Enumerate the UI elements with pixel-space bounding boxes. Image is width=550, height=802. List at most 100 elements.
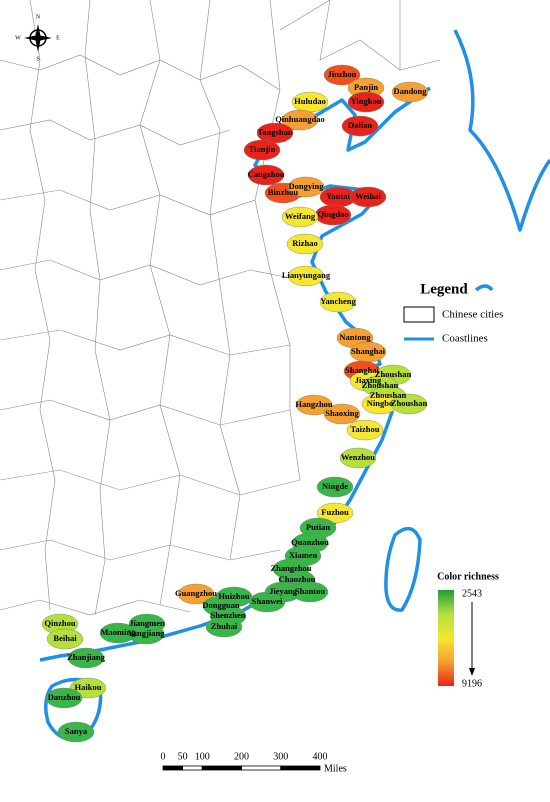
city-label: Binzhou: [268, 187, 299, 197]
city-region: [287, 265, 325, 287]
city-region: [349, 186, 387, 208]
compass-star: [24, 24, 52, 52]
color-scale: Color richness 2543 9196: [437, 571, 499, 689]
compass: N S E W: [15, 14, 60, 62]
city-label: Shaoxing: [325, 408, 359, 418]
city-region: [316, 502, 354, 524]
city-region: [177, 583, 215, 605]
city-label: Yantai: [326, 191, 350, 201]
city-region: [323, 403, 361, 425]
city-label: Shanghai: [345, 365, 380, 375]
city-label: Qinzhou: [44, 618, 75, 628]
legend-city-swatch: [403, 306, 435, 323]
scale-arrowhead: [469, 668, 475, 676]
scale-tick-label: 300: [273, 751, 288, 762]
scale-tick-label: 400: [313, 751, 328, 762]
city-region: [205, 616, 243, 638]
scale-unit: Miles: [324, 763, 347, 774]
legend-item: Chinese cities: [442, 309, 503, 321]
city-region: [45, 687, 83, 709]
city-label: Zhoushan: [362, 380, 399, 390]
city-label: Haikou: [75, 682, 102, 692]
city-label: Shenzhen: [211, 610, 246, 620]
city-label: Zhoushan: [375, 369, 412, 379]
compass-w: W: [15, 35, 21, 41]
legend: Legend Chinese cities Coastlines: [403, 281, 503, 345]
city-label: Putian: [306, 522, 330, 532]
city-label: Ningbo: [367, 398, 393, 408]
city-label: Fuzhou: [321, 507, 349, 517]
city-label: Hangzhou: [295, 399, 333, 409]
city-region: [341, 115, 379, 137]
scale-tick-label: 50: [178, 751, 188, 762]
city-region: [295, 394, 333, 416]
city-label: Dongguan: [202, 600, 240, 610]
city-regions: [41, 64, 429, 743]
city-region: [287, 176, 325, 198]
city-label: Wenzhou: [341, 452, 375, 462]
city-region: [281, 206, 319, 228]
city-region: [291, 581, 329, 603]
scale-tick-label: 0: [161, 751, 166, 762]
city-region: [323, 64, 361, 86]
city-region: [286, 233, 324, 255]
compass-n: N: [36, 14, 41, 20]
scale-segment: [280, 765, 321, 771]
city-label: Beihai: [53, 633, 77, 643]
scale-segment: [201, 765, 242, 771]
scale-segment: [182, 765, 203, 771]
city-label: Ningde: [322, 481, 348, 491]
scale-tick-label: 200: [234, 751, 249, 762]
city-label: Zhoushan: [370, 390, 407, 400]
city-region: [243, 139, 281, 161]
city-label: Guangzhou: [175, 588, 217, 598]
city-label: Tianjin: [249, 144, 276, 154]
city-region: [57, 721, 95, 743]
color-scale-min: 2543: [462, 588, 482, 599]
color-ramp: [438, 590, 454, 686]
city-label: Shanwei: [252, 596, 283, 606]
city-label: Zhangzhou: [270, 563, 311, 573]
compass-e: E: [56, 35, 60, 41]
city-label: Zhuhai: [211, 621, 238, 631]
city-label: Nantong: [339, 332, 371, 342]
city-label: Tangshan: [257, 127, 292, 137]
legend-title: Legend: [420, 281, 468, 297]
city-region: [316, 476, 354, 498]
city-label: Xiamen: [289, 550, 318, 560]
city-labels: Jinzhou Panjin Dandong Huludao Yingkou Qinhua…: [44, 69, 427, 736]
city-label: Lianyungang: [282, 270, 331, 280]
city-label: Shantou: [295, 586, 326, 596]
city-label: Huludao: [294, 96, 326, 106]
city-label: Cangzhou: [248, 169, 285, 179]
city-label: Dandong: [393, 86, 427, 96]
color-scale-title: Color richness: [437, 571, 499, 582]
city-label: Chaozhou: [279, 574, 316, 584]
city-region: [281, 109, 319, 131]
city-label: Shanghai: [351, 346, 386, 356]
city-region: [46, 628, 84, 650]
city-label: Yancheng: [320, 296, 356, 306]
city-label: Zhanjiang: [67, 652, 106, 662]
city-label: Jiaxing: [355, 375, 382, 385]
city-label: Weifang: [285, 211, 316, 221]
city-label: Weihai: [355, 191, 381, 201]
city-label: Dongying: [289, 181, 325, 191]
city-label: Zhoushan: [391, 398, 428, 408]
legend-item: Coastlines: [442, 333, 488, 345]
city-region: [339, 447, 377, 469]
city-label: Qingdao: [317, 209, 348, 219]
city-label: Dalian: [348, 120, 372, 130]
city-label: Huizhou: [218, 591, 249, 601]
city-label: Yangjiang: [128, 628, 166, 638]
city-region: [99, 622, 137, 644]
city-label: Sanya: [65, 726, 88, 736]
city-region: [347, 91, 385, 113]
city-label: Qinhuangdao: [275, 114, 325, 124]
city-region: [319, 291, 357, 313]
city-label: Taizhou: [351, 424, 380, 434]
color-scale-max: 9196: [462, 678, 482, 689]
city-label: Jieyang: [269, 586, 298, 596]
